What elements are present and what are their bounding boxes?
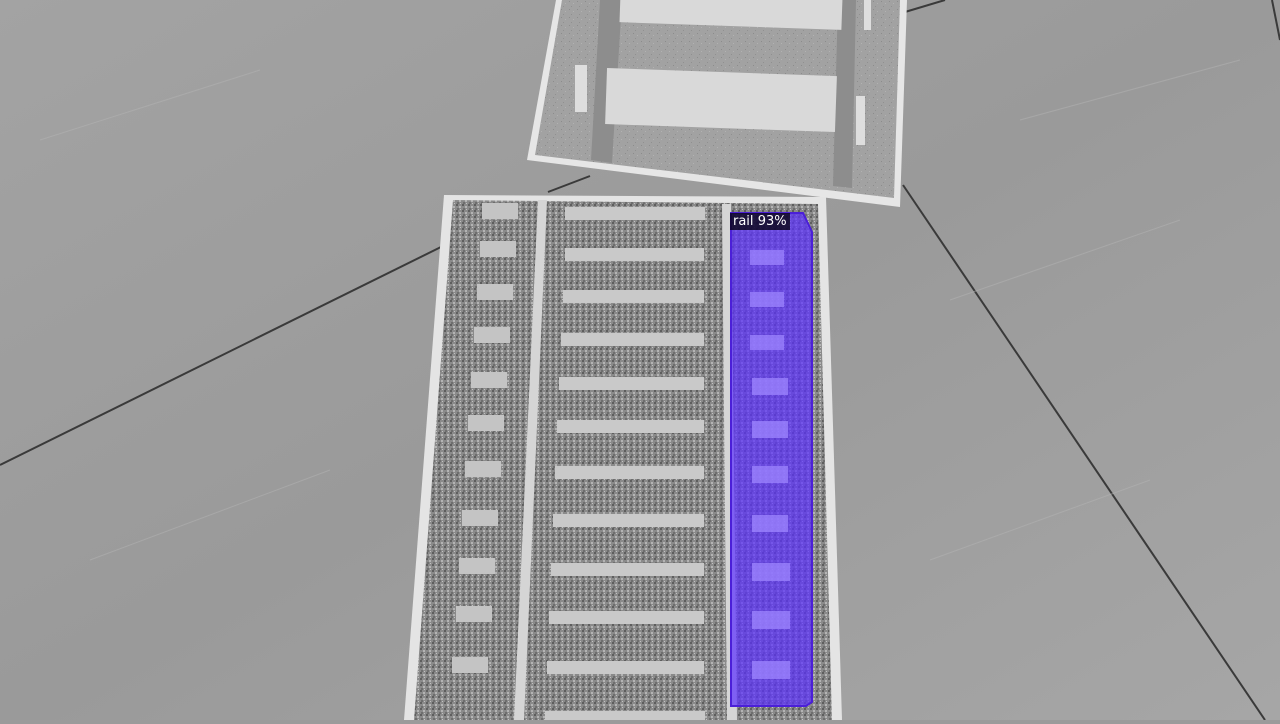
- masked-sleeper-ends: [750, 250, 790, 679]
- detection-score: 93%: [757, 214, 787, 229]
- detection-class-label: rail: [733, 214, 754, 229]
- rail-sleepers: [545, 207, 705, 720]
- floor-streaks: [39, 59, 1241, 561]
- left-sleeper-ends: [452, 203, 518, 673]
- crossing-paper-sheet: [527, 0, 907, 207]
- detection-label: rail 93%: [730, 213, 790, 230]
- rail-detection-mask: [730, 212, 813, 707]
